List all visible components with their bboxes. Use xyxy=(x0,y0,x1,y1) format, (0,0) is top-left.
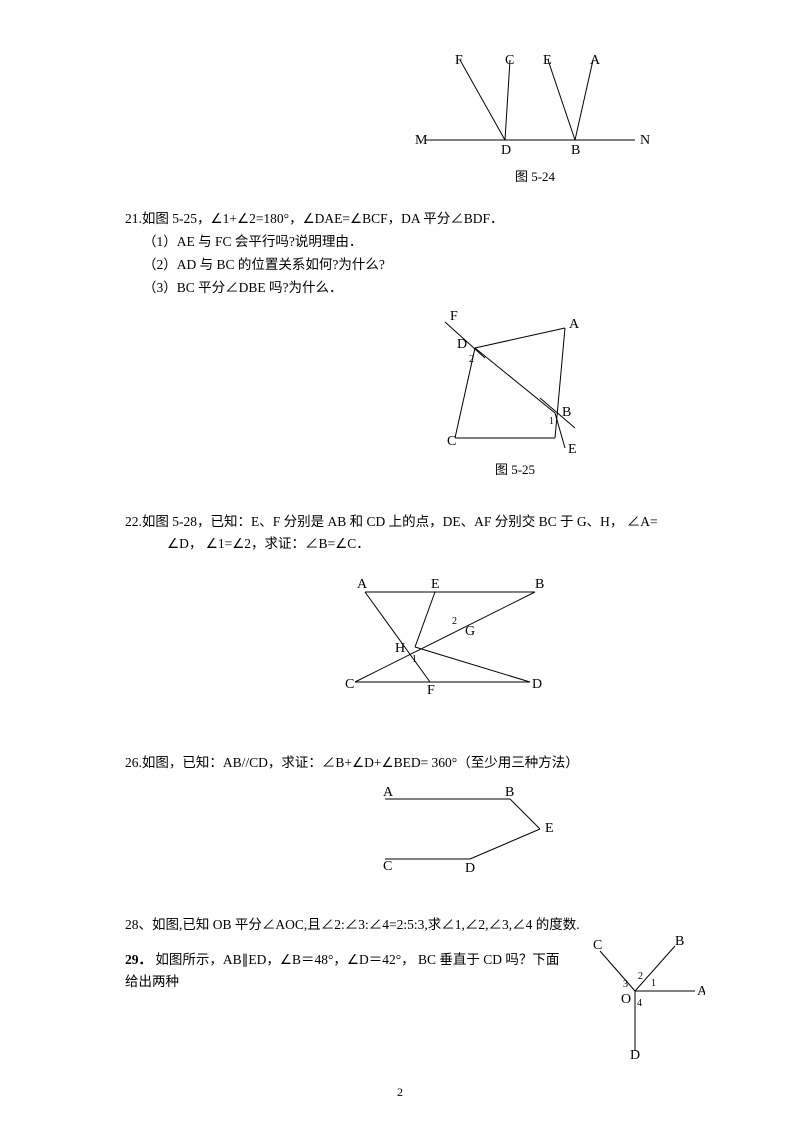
problem-29-prefix: 29． xyxy=(125,952,152,967)
problem-26-text: 26.如图，已知：AB//CD，求证：∠B+∠D+∠BED= 360°（至少用三… xyxy=(125,755,579,770)
label-F: F xyxy=(450,309,458,324)
label-A: A xyxy=(383,785,394,800)
figure-5-25-svg: F A D B C E 2 1 xyxy=(425,308,605,458)
label-C: C xyxy=(593,938,602,953)
figure-29-svg: C B O A D 1 2 3 4 xyxy=(575,931,705,1061)
label-ang2: 2 xyxy=(638,971,643,982)
label-F: F xyxy=(455,53,463,68)
problem-21-sub1: （1）AE 与 FC 会平行吗?说明理由． xyxy=(143,231,705,253)
label-N: N xyxy=(640,133,650,148)
figure-5-28-svg: A E B C F D G H 1 2 xyxy=(335,572,565,702)
figure-5-24-svg: F C E A M N D B xyxy=(405,50,665,165)
label-ang2: 2 xyxy=(469,354,474,365)
label-ang2: 2 xyxy=(452,616,457,627)
label-M: M xyxy=(415,133,428,148)
problem-22-line2: ∠D， ∠1=∠2，求证：∠B=∠C． xyxy=(167,533,705,555)
problem-28-text: 28、如图,已知 OB 平分∠AOC,且∠2:∠3:∠4=2:5:3,求∠1,∠… xyxy=(125,917,580,932)
label-A: A xyxy=(590,53,601,68)
problem-21-text: ∠1+∠2=180°，∠DAE=∠BCF，DA 平分∠BDF． xyxy=(211,211,504,226)
label-ang4: 4 xyxy=(637,998,642,1009)
label-C: C xyxy=(345,677,354,692)
caption-5-25: 图 5-25 xyxy=(415,460,615,481)
figure-26-svg: A B E C D xyxy=(355,784,585,874)
label-A: A xyxy=(357,577,368,592)
figure-26: A B E C D xyxy=(345,784,595,874)
label-C: C xyxy=(383,859,392,874)
label-F: F xyxy=(427,683,435,698)
label-E: E xyxy=(431,577,440,592)
figure-5-25: F A D B C E 2 1 图 5-25 xyxy=(415,308,615,481)
label-E: E xyxy=(543,53,552,68)
label-B: B xyxy=(675,934,684,949)
label-ang3: 3 xyxy=(623,979,628,990)
problem-21: 21.如图 5-25，∠1+∠2=180°，∠DAE=∠BCF，DA 平分∠BD… xyxy=(125,208,705,298)
label-E: E xyxy=(568,442,577,457)
label-A: A xyxy=(697,984,705,999)
label-B: B xyxy=(505,785,514,800)
label-E: E xyxy=(545,821,554,836)
label-B: B xyxy=(571,143,580,158)
label-D: D xyxy=(630,1048,640,1061)
problem-21-sub2: （2）AD 与 BC 的位置关系如何?为什么? xyxy=(143,254,705,276)
label-B: B xyxy=(535,577,544,592)
caption-5-24: 图 5-24 xyxy=(385,167,685,188)
label-H: H xyxy=(395,641,405,656)
label-ang1: 1 xyxy=(412,654,417,665)
problem-22: 22.如图 5-28，已知：E、F 分别是 AB 和 CD 上的点，DE、AF … xyxy=(125,511,705,554)
page-number: 2 xyxy=(0,1083,800,1102)
label-A: A xyxy=(569,317,580,332)
label-ang1: 1 xyxy=(651,978,656,989)
label-B: B xyxy=(562,405,571,420)
problem-21-sub3: （3）BC 平分∠DBE 吗?为什么． xyxy=(143,277,705,299)
problem-29-text: 如图所示，AB∥ED，∠B＝48°，∠D＝42°， BC 垂直于 CD 吗？下面… xyxy=(125,952,559,989)
problem-21-prefix: 21.如图 5-25， xyxy=(125,211,211,226)
label-D: D xyxy=(501,143,511,158)
label-D: D xyxy=(465,861,475,874)
label-C: C xyxy=(505,53,514,68)
label-D: D xyxy=(532,677,542,692)
figure-5-24: F C E A M N D B 图 5-24 xyxy=(385,50,685,188)
figure-5-28: A E B C F D G H 1 2 xyxy=(325,572,575,702)
problem-22-line1: 22.如图 5-28，已知：E、F 分别是 AB 和 CD 上的点，DE、AF … xyxy=(125,511,705,533)
label-O: O xyxy=(621,992,631,1007)
label-C: C xyxy=(447,434,456,449)
problem-26: 26.如图，已知：AB//CD，求证：∠B+∠D+∠BED= 360°（至少用三… xyxy=(125,752,705,774)
label-G: G xyxy=(465,624,475,639)
label-D: D xyxy=(457,337,467,352)
figure-29: C B O A D 1 2 3 4 xyxy=(575,931,705,1061)
label-ang1: 1 xyxy=(549,416,554,427)
